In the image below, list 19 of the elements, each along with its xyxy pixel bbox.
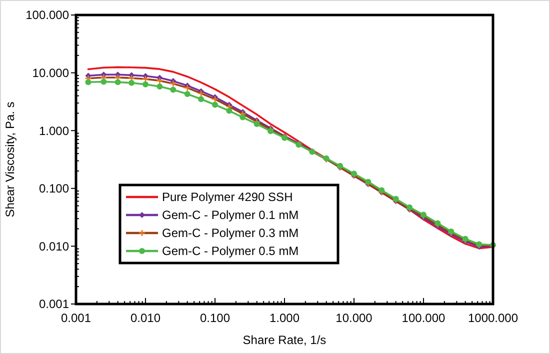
legend-label: Pure Polymer 4290 SSH bbox=[162, 190, 293, 204]
y-axis-title: Shear Viscosity, Pa. s bbox=[3, 102, 17, 218]
legend-label: Gem-C - Polymer 0.1 mM bbox=[162, 208, 299, 222]
y-tick-label: 100.000 bbox=[26, 8, 70, 22]
legend-label: Gem-C - Polymer 0.5 mM bbox=[162, 244, 299, 258]
y-tick-label: 0.010 bbox=[38, 239, 70, 254]
y-tick-label: 10.000 bbox=[32, 66, 70, 80]
legend-label: Gem-C - Polymer 0.3 mM bbox=[162, 226, 299, 240]
y-tick-label: 1.000 bbox=[38, 124, 70, 138]
x-tick-label: 10.000 bbox=[336, 311, 373, 325]
x-tick-label: 0.001 bbox=[60, 311, 92, 325]
x-tick-label: 1.000 bbox=[269, 311, 300, 325]
y-tick-label: 0.100 bbox=[38, 182, 70, 196]
y-tick-label: 0.001 bbox=[38, 297, 70, 312]
x-tick-label: 0.100 bbox=[200, 311, 230, 325]
x-axis-title: Share Rate, 1/s bbox=[242, 333, 326, 347]
x-tick-label: 1000.000 bbox=[468, 311, 518, 325]
x-tick-label: 0.010 bbox=[130, 311, 161, 325]
x-tick-label: 100.000 bbox=[402, 311, 446, 325]
